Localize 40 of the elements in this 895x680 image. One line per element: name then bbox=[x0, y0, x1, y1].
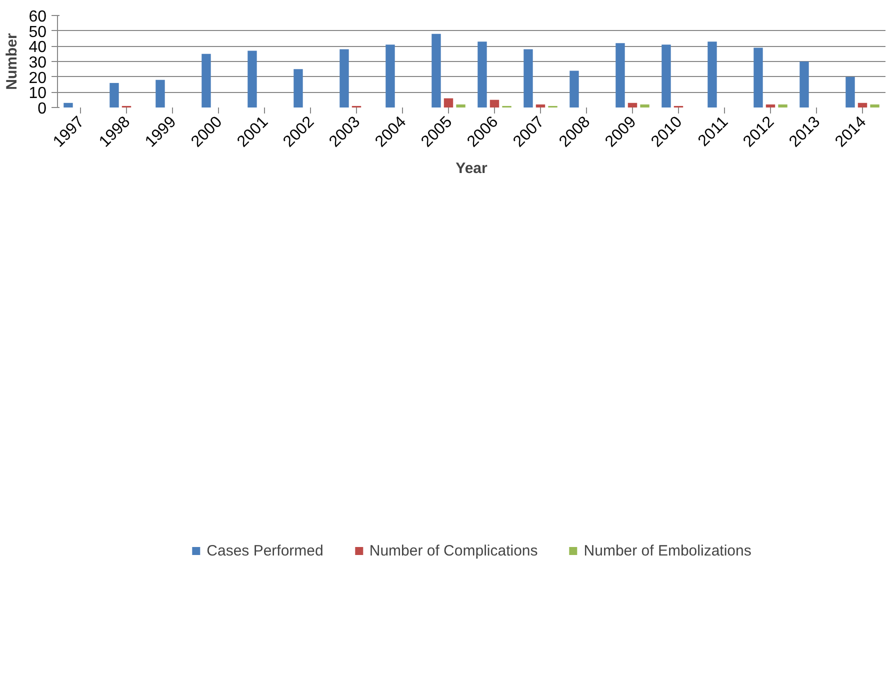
y-axis-title: Number bbox=[4, 33, 21, 90]
bar bbox=[754, 48, 763, 108]
bar bbox=[536, 104, 546, 108]
bar bbox=[340, 49, 349, 108]
y-tick-label: 50 bbox=[28, 24, 47, 41]
bar bbox=[662, 44, 671, 108]
bar bbox=[386, 44, 395, 108]
bar bbox=[456, 104, 466, 108]
bar bbox=[248, 50, 257, 108]
bar bbox=[800, 62, 809, 108]
bar bbox=[778, 104, 788, 108]
y-tick-label: 20 bbox=[28, 70, 47, 87]
y-tick-label: 60 bbox=[28, 8, 47, 26]
bar bbox=[846, 76, 855, 108]
bar bbox=[628, 102, 638, 108]
bar bbox=[766, 104, 776, 108]
bar bbox=[616, 43, 625, 108]
legend-label: Cases Performed bbox=[206, 542, 324, 560]
y-tick-label: 30 bbox=[28, 54, 47, 72]
bar bbox=[294, 69, 303, 108]
bar bbox=[64, 102, 73, 108]
bar bbox=[490, 100, 500, 108]
y-tick-label: 10 bbox=[28, 85, 47, 102]
bar bbox=[202, 54, 211, 108]
bar bbox=[870, 104, 880, 108]
x-axis-title: Year bbox=[456, 160, 488, 178]
y-tick-label: 0 bbox=[38, 100, 47, 118]
bar bbox=[478, 42, 487, 108]
bar bbox=[524, 49, 533, 108]
bar bbox=[640, 104, 650, 108]
bar bbox=[156, 80, 165, 108]
legend-label: Number of Embolizations bbox=[584, 542, 752, 560]
y-tick-label: 40 bbox=[28, 39, 47, 56]
legend-label: Number of Complications bbox=[369, 542, 538, 560]
bar bbox=[570, 70, 579, 108]
bar bbox=[110, 82, 119, 108]
bar bbox=[432, 34, 441, 108]
bar bbox=[858, 102, 868, 108]
bar bbox=[708, 42, 717, 108]
bar bbox=[444, 98, 454, 108]
